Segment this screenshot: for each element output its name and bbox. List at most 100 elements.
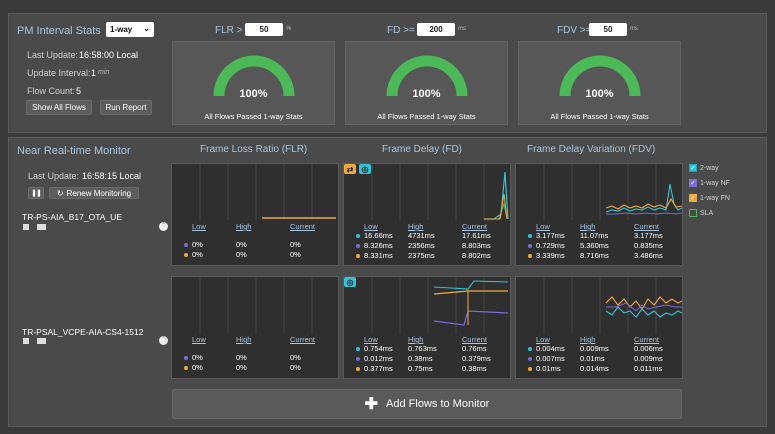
fdv-high: 0.009ms (580, 344, 609, 353)
run-report-button[interactable]: Run Report (100, 100, 152, 115)
fd-high: 0.75ms (408, 364, 433, 373)
flow-2-fd-plot (371, 277, 509, 333)
fdv-gauge-arc (559, 55, 641, 97)
update-interval-unit: min (98, 69, 110, 76)
pause-button[interactable]: ❚❚ (28, 187, 44, 199)
flow-1-fdv-plot (543, 164, 683, 220)
collapse-icon[interactable]: ˆ (159, 222, 168, 231)
fdv-low: 0.004ms (536, 344, 565, 353)
low-header: Low (192, 335, 206, 344)
legend-2way[interactable]: ✓ 2-way (689, 164, 719, 172)
legend-1way-fn[interactable]: ✓ 1-way FN (689, 194, 730, 202)
flr-threshold-unit: % (286, 26, 292, 32)
flow-1-flr-plot (199, 164, 336, 220)
legend-sla[interactable]: SLA (689, 209, 713, 217)
twoway-series-dot (528, 234, 532, 239)
checkbox-checked-icon: ✓ (689, 164, 697, 172)
fdv-threshold-label: FDV >= (557, 25, 592, 36)
nf-series-dot (356, 357, 360, 362)
legend-1way-nf-label: 1-way NF (700, 179, 730, 187)
flr-current: 0% (290, 363, 301, 372)
flr-row-fn: 0% (184, 363, 203, 372)
flow-1-flr-chart: Low High Current 0% 0% 0% 0% 0% 0% (171, 163, 339, 266)
mode-select[interactable]: 1-way ⌄ (106, 22, 154, 37)
info-chip[interactable]: ◎ (344, 277, 356, 287)
fdv-current: 0.009ms (634, 354, 663, 363)
flr-column-header: Frame Loss Ratio (FLR) (200, 144, 308, 155)
last-update-value: 16:58:00 Local (79, 50, 139, 60)
fd-high: 4731ms (408, 231, 435, 240)
high-header: High (408, 335, 424, 344)
flr-threshold-input[interactable]: 50 (245, 23, 283, 36)
flr-row-nf: 0% (184, 353, 203, 362)
monitor-last-update-label: Last Update: (28, 171, 80, 181)
fd-low: 0.377ms (364, 364, 393, 373)
flow-1-fd-plot (371, 164, 509, 220)
swap-chip[interactable]: ⇄ (344, 164, 356, 174)
pm-interval-panel: PM Interval Stats 1-way ⌄ Last Update: 1… (8, 13, 767, 133)
high-header: High (236, 222, 252, 231)
fd-gauge: 100% All Flows Passed 1-way Stats (345, 41, 508, 125)
fd-low: 0.754ms (364, 344, 393, 353)
legend-2way-label: 2-way (700, 164, 719, 172)
collapse-icon[interactable]: ˆ (159, 336, 168, 345)
fdv-gauge-value: 100% (585, 88, 614, 100)
flr-current: 0% (290, 250, 301, 259)
flow-2-flr-plot (199, 277, 313, 333)
update-interval-label: Update Interval: (27, 68, 91, 78)
trash-icon[interactable] (23, 224, 29, 230)
fdv-low: 3.339ms (536, 251, 565, 260)
fn-series-dot (528, 254, 532, 259)
fd-row-2way: 0.754ms (356, 344, 393, 353)
low-header: Low (364, 222, 378, 231)
renew-monitoring-button[interactable]: ↻ Renew Monitoring (49, 187, 139, 199)
card-icon[interactable] (37, 338, 46, 344)
show-all-flows-button[interactable]: Show All Flows (26, 100, 92, 115)
flr-current: 0% (290, 240, 301, 249)
current-header: Current (290, 335, 316, 344)
legend-1way-nf[interactable]: ✓ 1-way NF (689, 179, 730, 187)
monitor-last-update-value: 16:58:15 Local (82, 171, 142, 181)
fdv-row-nf: 0.729ms (528, 241, 565, 250)
nf-series-dot (356, 244, 360, 249)
add-flows-button[interactable]: ✚ Add Flows to Monitor (172, 389, 682, 419)
fdv-current: 0.011ms (634, 364, 663, 373)
trash-icon[interactable] (23, 338, 29, 344)
mode-select-value: 1-way (110, 25, 133, 34)
fd-gauge-arc (386, 55, 468, 97)
flr-high: 0% (236, 353, 247, 362)
fd-gauge-caption: All Flows Passed 1-way Stats (377, 112, 476, 121)
fdv-threshold-input[interactable]: 50 (589, 23, 627, 36)
fd-row-2way: 16.66ms (356, 231, 393, 240)
fdv-row-fn: 3.339ms (528, 251, 565, 260)
nf-series-dot (528, 244, 532, 249)
monitor-title: Near Real-time Monitor (17, 145, 131, 157)
current-header: Current (634, 335, 660, 344)
low-header: Low (536, 222, 550, 231)
checkbox-checked-icon: ✓ (689, 194, 697, 202)
fdv-gauge-caption: All Flows Passed 1-way Stats (550, 112, 649, 121)
flow-2-fdv-plot (543, 277, 683, 333)
fd-low: 8.326ms (364, 241, 393, 250)
info-chip[interactable]: ◎ (359, 164, 371, 174)
flr-gauge-caption: All Flows Passed 1-way Stats (204, 112, 303, 121)
fdv-low: 3.177ms (536, 231, 565, 240)
fdv-threshold-unit: ms (630, 26, 638, 32)
fd-current: 17.61ms (462, 231, 491, 240)
flr-gauge-value: 100% (239, 88, 268, 100)
fd-row-nf: 0.012ms (356, 354, 393, 363)
low-header: Low (192, 222, 206, 231)
fd-threshold-input[interactable]: 200 (417, 23, 455, 36)
fdv-low: 0.729ms (536, 241, 565, 250)
twoway-series-dot (356, 234, 360, 239)
flow-1-fd-chart: ⇄ ◎ Low High Current 16.66ms 4731ms 17.6… (343, 163, 511, 266)
fdv-low: 0.01ms (536, 364, 561, 373)
flr-low: 0% (192, 353, 203, 362)
fd-current: 0.379ms (462, 354, 491, 363)
card-icon[interactable] (37, 224, 46, 230)
fdv-current: 0.006ms (634, 344, 663, 353)
fd-threshold-unit: ms (458, 26, 466, 32)
refresh-icon: ↻ (56, 188, 64, 198)
chevron-down-icon: ⌄ (143, 24, 150, 33)
current-header: Current (462, 222, 488, 231)
